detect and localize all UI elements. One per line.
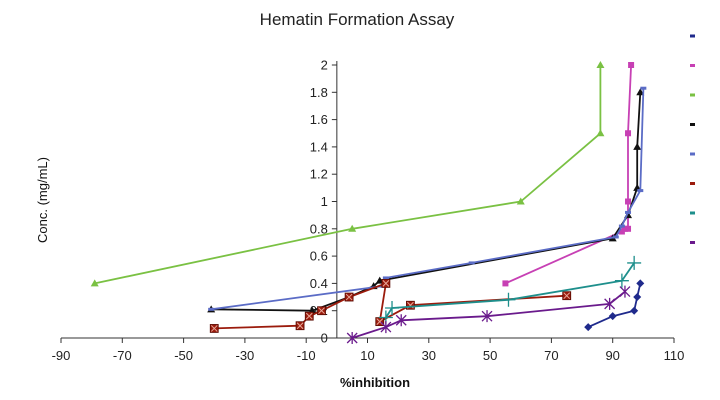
legend-swatch (690, 123, 695, 126)
data-point (208, 307, 215, 311)
data-point (516, 197, 525, 205)
data-point (619, 285, 631, 298)
data-point (608, 312, 617, 321)
y-tick-label: 0 (321, 331, 328, 346)
y-tick-label: 0.8 (310, 221, 328, 236)
data-point (584, 323, 593, 332)
series-line (211, 88, 645, 311)
y-tick-label: 1.6 (310, 112, 328, 127)
series-line (214, 282, 567, 330)
data-point (612, 235, 619, 239)
data-point (621, 225, 628, 232)
legend-swatch (690, 34, 695, 38)
legend-swatch (690, 241, 695, 244)
x-tick-label: 30 (422, 348, 436, 363)
data-point (640, 86, 647, 90)
data-point (625, 198, 632, 205)
data-point (317, 306, 326, 316)
x-tick-label: 10 (360, 348, 374, 363)
legend-swatch (690, 211, 695, 215)
x-tick-label: -50 (174, 348, 193, 363)
x-tick-label: 70 (544, 348, 558, 363)
data-point (481, 310, 493, 323)
data-point (381, 278, 391, 288)
x-axis-title: %inhibition (340, 375, 410, 390)
chart-title: Hematin Formation Assay (260, 10, 455, 29)
data-point (406, 300, 415, 310)
x-tick-label: -90 (52, 348, 71, 363)
data-point (604, 297, 616, 310)
legend-swatch (690, 182, 695, 185)
data-point (295, 321, 305, 331)
data-point (633, 142, 642, 150)
data-point (209, 324, 219, 333)
legend-swatch (690, 93, 695, 97)
data-point (628, 62, 635, 68)
data-point (502, 280, 509, 287)
series-1 (584, 279, 645, 332)
data-point (380, 321, 392, 334)
legend (690, 34, 695, 244)
data-point (90, 279, 99, 287)
data-point (630, 306, 639, 315)
data-point (382, 276, 389, 280)
x-axis-ticks: -90 -70 -50 -30 -10 10 30 50 70 90 110 (52, 338, 685, 363)
data-point (468, 261, 475, 265)
data-point (344, 292, 354, 302)
data-point (385, 300, 400, 315)
series-line (211, 92, 642, 312)
data-point (395, 314, 407, 327)
series-5 (208, 86, 647, 311)
y-tick-label: 1.4 (310, 139, 328, 154)
x-tick-label: 50 (483, 348, 497, 363)
data-point (614, 273, 629, 288)
y-tick-label: 1.2 (310, 167, 328, 182)
data-point (625, 225, 632, 232)
x-tick-label: -30 (236, 348, 255, 363)
series-8 (346, 285, 631, 344)
data-point (596, 61, 605, 68)
series-4 (207, 88, 645, 314)
data-point (637, 189, 644, 193)
data-point (618, 228, 625, 235)
plot-area (61, 61, 674, 339)
series-6 (209, 278, 572, 333)
y-tick-label: 0.6 (310, 249, 328, 264)
series-layer (90, 61, 647, 344)
y-tick-label: 1.8 (310, 85, 328, 100)
data-point (348, 224, 357, 232)
data-point (625, 210, 632, 214)
data-point (625, 130, 632, 137)
x-tick-label: 90 (605, 348, 619, 363)
data-point (596, 129, 605, 137)
data-point (633, 293, 642, 302)
y-tick-label: 2 (321, 58, 328, 73)
data-point (636, 88, 645, 96)
legend-swatch (690, 152, 695, 156)
data-point (346, 332, 358, 344)
series-2 (502, 62, 635, 287)
x-tick-label: -70 (113, 348, 132, 363)
data-point (627, 255, 642, 270)
series-line (505, 64, 632, 285)
data-point (636, 279, 645, 288)
y-axis-title: Conc. (mg/mL) (35, 157, 50, 243)
x-tick-label: 110 (664, 348, 685, 363)
legend-swatch (690, 64, 695, 67)
y-tick-label: 1 (321, 194, 328, 209)
x-tick-label: -10 (297, 348, 316, 363)
data-point (304, 311, 314, 321)
data-point (501, 292, 516, 307)
series-3 (90, 61, 605, 287)
y-tick-label: 0.4 (310, 276, 328, 291)
data-point (618, 224, 625, 228)
data-point (562, 291, 572, 301)
series-line (94, 65, 602, 285)
